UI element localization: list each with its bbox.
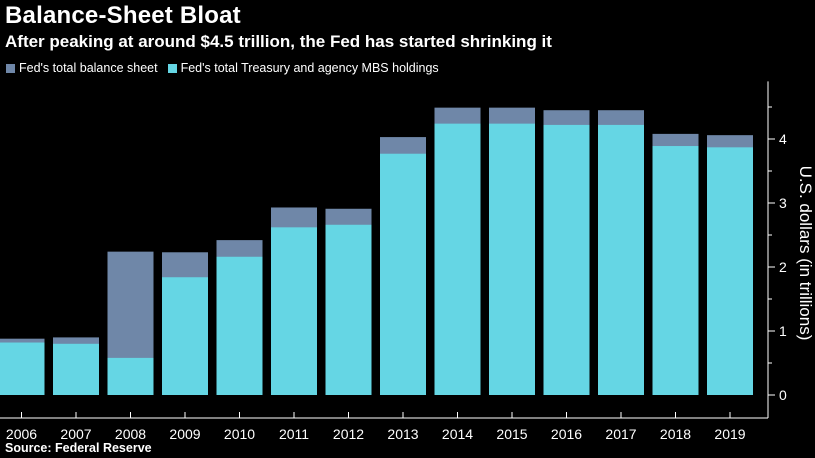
x-axis: 2006 2007 2008 2009 2010 2011 2012 2013 2014 2015… [0, 412, 768, 442]
bar-holdings-2008 [107, 357, 154, 395]
bar-holdings-2016 [543, 124, 590, 396]
bar-holdings-2007 [53, 343, 99, 395]
y-tick-label-3: 3 [779, 195, 787, 211]
x-tick-label-2019: 2019 [714, 426, 745, 442]
x-tick-label-2009: 2009 [169, 426, 200, 442]
x-tick-label-2016: 2016 [551, 426, 582, 442]
legend-swatch-total [6, 63, 15, 73]
legend-label-holdings: Fed's total Treasury and agency MBS hold… [180, 61, 439, 75]
x-tick-label-2011: 2011 [279, 426, 309, 442]
x-tick-label-2014: 2014 [442, 426, 473, 442]
y-tick-label-0: 0 [779, 387, 787, 403]
bar-holdings-2018 [652, 146, 699, 395]
y-axis-title: U.S. dollars (in trillions) [796, 166, 815, 341]
x-tick-label-2007: 2007 [60, 426, 91, 442]
x-tick-label-2015: 2015 [496, 426, 527, 442]
bar-holdings-2006 [0, 342, 45, 395]
bar-holdings-2010 [216, 256, 263, 395]
x-tick-label-2012: 2012 [333, 426, 364, 442]
legend-item-holdings: Fed's total Treasury and agency MBS hold… [167, 61, 439, 75]
chart-legend: Fed's total balance sheet Fed's total Tr… [6, 61, 449, 75]
bar-holdings-2017 [598, 124, 644, 396]
bar-holdings-2019 [707, 147, 753, 395]
bar-holdings-2011 [271, 227, 317, 395]
y-tick-label-1: 1 [779, 323, 787, 339]
x-tick-label-2018: 2018 [660, 426, 691, 442]
series-holdings-bars [0, 123, 753, 396]
x-tick-label-2017: 2017 [605, 426, 636, 442]
x-tick-label-2006: 2006 [6, 426, 37, 442]
bar-holdings-2014 [434, 123, 481, 395]
y-axis: 0 1 2 3 4 [767, 81, 787, 418]
x-tick-label-2010: 2010 [224, 426, 255, 442]
bar-holdings-2015 [489, 123, 535, 395]
chart-title: Balance-Sheet Bloat [5, 2, 241, 29]
bar-holdings-2009 [162, 277, 208, 395]
chart-subtitle: After peaking at around $4.5 trillion, t… [5, 32, 552, 51]
bar-holdings-2013 [380, 153, 426, 395]
x-tick-label-2013: 2013 [387, 426, 418, 442]
source-note: Source: Federal Reserve [5, 441, 152, 455]
legend-item-total: Fed's total balance sheet [6, 61, 158, 75]
bar-holdings-2012 [325, 224, 372, 395]
y-tick-label-2: 2 [779, 259, 787, 275]
legend-label-total: Fed's total balance sheet [19, 61, 158, 75]
x-tick-label-2008: 2008 [115, 426, 146, 442]
y-tick-label-4: 4 [779, 131, 787, 147]
legend-swatch-holdings [167, 63, 177, 73]
